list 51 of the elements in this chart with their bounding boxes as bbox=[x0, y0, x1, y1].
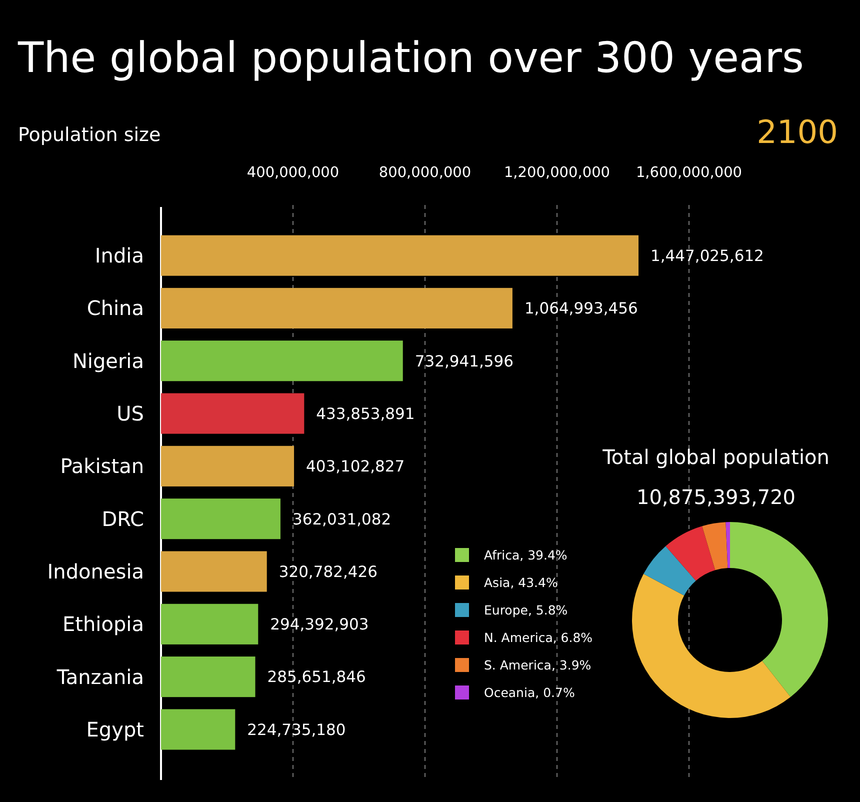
legend-label: N. America, 6.8% bbox=[484, 630, 593, 645]
chart-title: The global population over 300 years bbox=[17, 33, 804, 82]
text: 2100 bbox=[756, 113, 838, 151]
donut-slice bbox=[702, 522, 728, 570]
bar bbox=[161, 604, 258, 644]
data-label: 294,392,903 bbox=[270, 616, 369, 634]
bar bbox=[161, 288, 512, 328]
y-tick-label: India bbox=[94, 244, 144, 268]
donut-slice bbox=[632, 574, 791, 718]
y-tick-label: Ethiopia bbox=[62, 612, 144, 636]
bar bbox=[161, 393, 304, 434]
data-label: 1,064,993,456 bbox=[524, 300, 638, 318]
data-label: 1,447,025,612 bbox=[650, 246, 764, 265]
bar bbox=[161, 656, 256, 698]
legend-label: S. America, 3.9% bbox=[484, 657, 592, 672]
y-tick-label: US bbox=[116, 402, 144, 426]
legend-label: Africa, 39.4% bbox=[484, 547, 568, 562]
bar bbox=[161, 235, 639, 276]
data-label: 320,782,426 bbox=[278, 562, 378, 581]
data-label: 433,853,891 bbox=[316, 404, 415, 423]
bar bbox=[161, 709, 236, 750]
x-tick-label: 800,000,000 bbox=[378, 165, 472, 181]
bar bbox=[161, 340, 403, 382]
donut-slice bbox=[730, 522, 828, 698]
y-tick-label: Nigeria bbox=[72, 348, 144, 373]
legend-label: Oceania, 0.7% bbox=[484, 684, 575, 700]
y-tick-label: DRC bbox=[102, 506, 144, 531]
y-tick-label: Pakistan bbox=[60, 454, 144, 478]
bar bbox=[161, 446, 294, 486]
x-tick-label: 400,000,000 bbox=[246, 165, 340, 181]
legend-label: Europe, 5.8% bbox=[484, 602, 568, 618]
bar bbox=[161, 498, 280, 540]
chart-subtitle: 10,875,393,720 bbox=[636, 485, 796, 509]
donut-slice bbox=[726, 522, 730, 568]
data-label: 285,651,846 bbox=[267, 668, 366, 686]
x-axis-title: Population size bbox=[18, 124, 161, 146]
y-tick-label: China bbox=[86, 296, 144, 320]
bar bbox=[161, 551, 267, 592]
y-tick-label: Egypt bbox=[86, 717, 144, 742]
data-label: 403,102,827 bbox=[306, 458, 405, 476]
data-label: 732,941,596 bbox=[414, 352, 514, 370]
y-tick-label: Tanzania bbox=[56, 664, 144, 689]
chart-title: Total global population bbox=[602, 445, 830, 469]
y-tick-label: Indonesia bbox=[47, 559, 144, 584]
data-label: 362,031,082 bbox=[292, 510, 392, 528]
data-label: 224,735,180 bbox=[247, 720, 346, 739]
donut-slice bbox=[666, 526, 716, 581]
x-tick-label: 1,200,000,000 bbox=[504, 165, 610, 181]
legend-label: Asia, 43.4% bbox=[484, 574, 558, 590]
x-tick-label: 1,600,000,000 bbox=[636, 165, 742, 181]
donut-slice bbox=[644, 546, 696, 596]
